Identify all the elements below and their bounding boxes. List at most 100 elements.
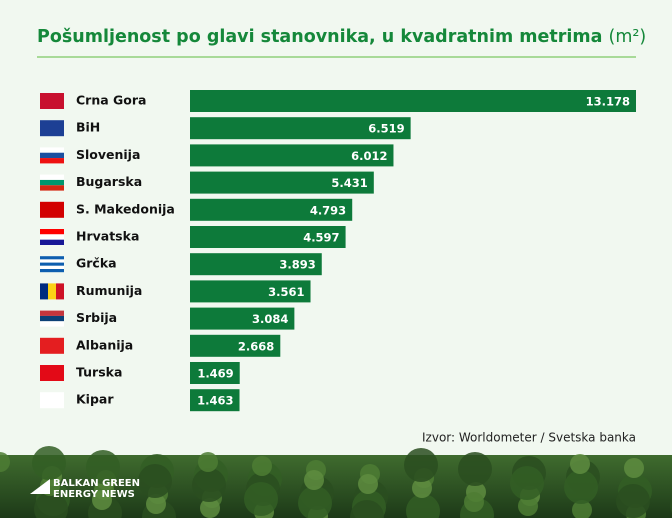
tree — [298, 486, 332, 518]
bar — [190, 226, 346, 248]
flag-stripe — [40, 265, 64, 269]
value-label: 1.469 — [197, 367, 233, 381]
tree — [464, 492, 484, 512]
tree — [0, 452, 10, 472]
flag — [40, 120, 64, 137]
tree — [406, 494, 440, 518]
tree — [564, 470, 598, 504]
value-label: 3.893 — [279, 258, 315, 272]
flag-stripe — [40, 365, 64, 381]
flag — [40, 93, 64, 109]
bar — [190, 307, 295, 330]
forest-footer — [0, 446, 672, 518]
tree — [198, 452, 218, 472]
flag-stripe — [40, 201, 64, 218]
tree — [138, 464, 172, 498]
chart-title: Pošumljenost po glavi stanovnika, u kvad… — [37, 27, 646, 47]
bar — [190, 253, 322, 276]
tree — [358, 474, 378, 494]
tree — [200, 498, 220, 518]
category-label: Kipar — [76, 392, 114, 407]
tree — [404, 448, 438, 482]
tree — [86, 450, 120, 484]
tree — [304, 470, 324, 490]
flag-stripe — [40, 262, 64, 266]
category-label: S. Makedonija — [76, 201, 175, 216]
flag — [40, 392, 64, 409]
source: Izvor: Worldometer / Svetska banka — [422, 431, 636, 445]
value-label: 2.668 — [238, 339, 274, 353]
flag-stripe — [40, 179, 64, 186]
flag-stripe — [40, 269, 64, 273]
flag — [40, 365, 64, 381]
category-label: BiH — [76, 120, 100, 135]
tree — [34, 492, 68, 518]
flag — [40, 256, 64, 273]
flag-stripe — [40, 147, 64, 153]
tree — [572, 500, 592, 518]
tree — [412, 478, 432, 498]
category-label: Crna Gora — [76, 93, 146, 108]
value-label: 6.519 — [368, 122, 404, 136]
category-label: Turska — [76, 365, 122, 380]
category-label: Hrvatska — [76, 229, 139, 244]
category-label: Bugarska — [76, 174, 142, 189]
tree — [624, 458, 644, 478]
value-label: 3.561 — [268, 285, 304, 299]
tree — [146, 494, 166, 514]
bar — [190, 334, 281, 357]
logo-line: ENERGY NEWS — [53, 489, 135, 500]
flag — [40, 310, 64, 327]
bar — [190, 117, 411, 140]
flag-stripe — [40, 174, 64, 180]
flag-stripe — [40, 392, 64, 409]
value-label: 13.178 — [586, 95, 630, 109]
bar — [190, 362, 240, 384]
bar — [190, 144, 394, 167]
bar — [190, 198, 353, 221]
flag — [40, 337, 64, 354]
flag-stripe — [40, 158, 64, 164]
flag-stripe — [40, 229, 64, 235]
category-label: Rumunija — [76, 283, 142, 298]
value-label: 4.793 — [310, 203, 346, 217]
tree — [570, 454, 590, 474]
category-label: Albanija — [76, 337, 133, 352]
value-label: 6.012 — [351, 149, 387, 163]
tree — [350, 500, 384, 518]
flag-stripe — [40, 234, 64, 240]
tree — [616, 484, 650, 518]
flag-stripe — [48, 283, 56, 300]
flag-stripe — [40, 315, 64, 322]
value-label: 3.084 — [252, 312, 288, 326]
category-label: Srbija — [76, 310, 117, 325]
bar — [190, 90, 636, 112]
flag-stripe — [40, 256, 64, 260]
flag-stripe — [40, 259, 64, 263]
flag — [40, 147, 64, 164]
value-label: 4.597 — [303, 231, 339, 245]
tree — [510, 466, 544, 500]
bar — [190, 171, 374, 194]
flag — [40, 229, 64, 245]
tree — [92, 490, 112, 510]
tree — [518, 496, 538, 516]
flag-stripe — [40, 152, 64, 159]
flag-stripe — [40, 337, 64, 354]
tree — [32, 446, 66, 480]
logo: BALKAN GREEN ENERGY NEWS — [30, 478, 140, 500]
flag-stripe — [40, 283, 48, 300]
flag-stripe — [40, 120, 64, 137]
flag-stripe — [40, 321, 64, 327]
value-label: 1.463 — [197, 394, 233, 408]
flag-stripe — [40, 93, 64, 109]
bar — [190, 389, 240, 412]
value-label: 5.431 — [331, 176, 367, 190]
flag — [40, 201, 64, 218]
category-label: Slovenija — [76, 147, 140, 162]
category-label: Grčka — [76, 256, 117, 271]
logo-line: BALKAN GREEN — [53, 478, 140, 489]
tree — [458, 452, 492, 486]
